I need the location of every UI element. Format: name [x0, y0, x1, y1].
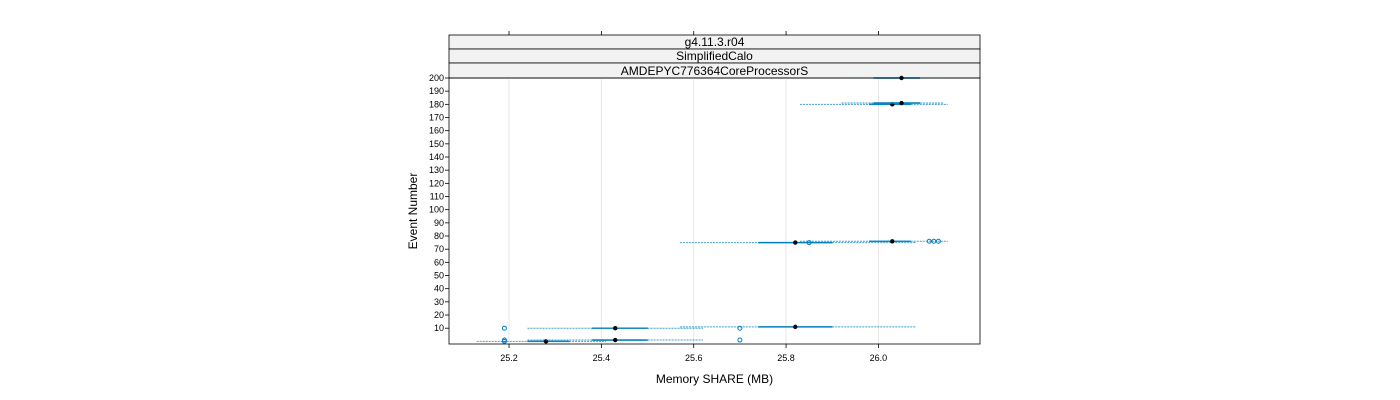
y-tick-label-12: 130	[429, 165, 444, 175]
outlier-2-0	[501, 325, 507, 331]
y-tick-label-1: 20	[434, 310, 444, 320]
x-tick-label-4: 26.0	[870, 353, 888, 363]
y-axis: 10 20 30 40 50 60 70 80 90 100 110 120 130 140 150 160 1…	[429, 73, 449, 333]
plot-panel	[448, 77, 981, 345]
box-event-10	[501, 325, 743, 331]
strip-1-label: g4.11.3.r04	[685, 35, 745, 49]
outlier-4-0	[806, 240, 812, 246]
y-tick-label-2: 30	[434, 297, 444, 307]
gridlines	[508, 78, 879, 344]
outlier-5-0	[926, 238, 932, 244]
outlier-2-1	[737, 325, 743, 331]
x-tick-label-0: 25.2	[500, 353, 518, 363]
x-axis-title: Memory SHARE (MB)	[656, 372, 773, 386]
median-5	[890, 239, 895, 244]
y-tick-label-0: 10	[434, 323, 444, 333]
strip-headers: g4.11.3.r04 SimplifiedCalo AMDEPYC776364…	[448, 34, 981, 79]
box-7	[873, 102, 921, 104]
median-4	[793, 240, 798, 245]
y-tick-label-10: 110	[430, 192, 444, 202]
outlier-5-1	[931, 238, 937, 244]
box-1	[591, 339, 648, 341]
y-tick-label-19: 200	[429, 73, 444, 83]
median-7	[899, 100, 904, 106]
box-0	[527, 340, 570, 343]
y-tick-label-15: 160	[429, 126, 444, 136]
y-tick-label-4: 50	[434, 271, 444, 281]
strip-3-label: AMDEPYC776364CoreProcessorS	[621, 64, 808, 78]
x-axis: 25.2 25.4 25.6 25.8 26.0	[500, 31, 887, 363]
outlier-5-2	[935, 238, 941, 244]
outlier-1-0	[501, 337, 507, 343]
y-tick-label-16: 170	[429, 113, 444, 123]
y-tick-label-11: 120	[429, 178, 444, 188]
box-event-11	[679, 324, 916, 330]
y-tick-label-6: 70	[434, 244, 444, 254]
boxplot-series	[476, 75, 948, 344]
outlier-1-1	[737, 337, 743, 343]
y-tick-label-5: 60	[434, 257, 444, 267]
box-event-1	[501, 337, 743, 343]
y-tick-label-14: 150	[429, 139, 444, 149]
y-tick-label-3: 40	[434, 284, 444, 294]
median-3	[793, 324, 798, 330]
box-2	[591, 327, 648, 329]
y-tick-label-8: 90	[434, 218, 444, 228]
box-event-75	[679, 240, 916, 246]
x-tick-label-3: 25.8	[777, 353, 795, 363]
x-tick-label-2: 25.6	[685, 353, 703, 363]
box-event-76	[799, 238, 948, 244]
y-tick-label-13: 140	[429, 152, 444, 162]
strip-2-label: SimplifiedCalo	[676, 49, 753, 63]
median-2	[613, 325, 618, 331]
median-1	[613, 337, 618, 343]
y-tick-label-7: 80	[434, 231, 444, 241]
y-tick-label-9: 100	[429, 205, 444, 215]
y-tick-label-17: 180	[429, 99, 444, 109]
x-tick-label-1: 25.4	[593, 353, 611, 363]
y-axis-title: Event Number	[406, 173, 420, 250]
box-event-181	[841, 100, 944, 106]
y-tick-label-18: 190	[429, 86, 444, 96]
box-5	[869, 240, 911, 243]
box-6	[869, 103, 911, 106]
